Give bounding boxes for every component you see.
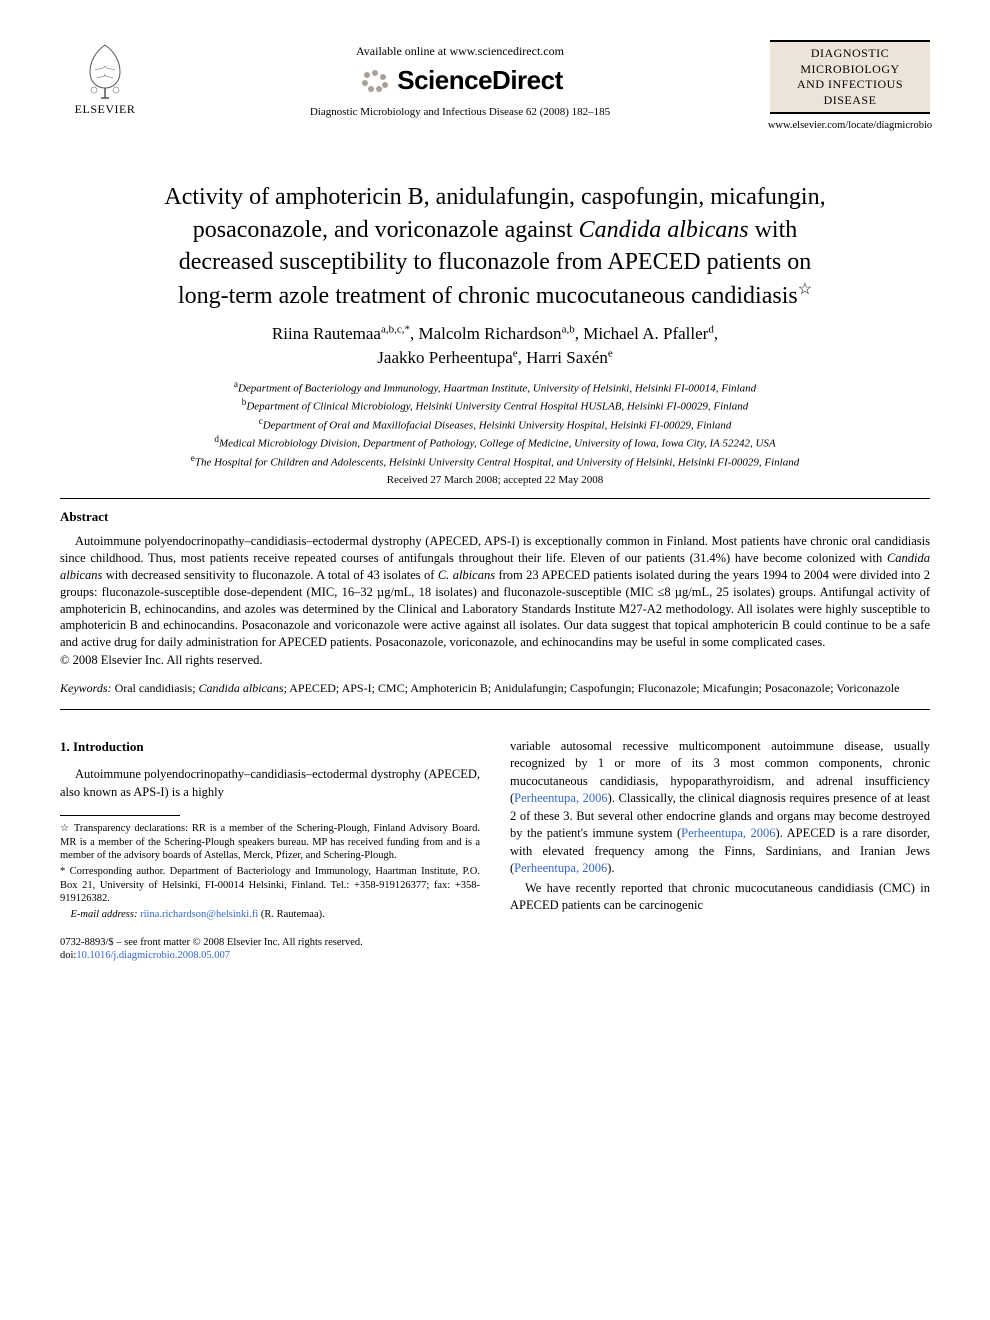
article-dates: Received 27 March 2008; accepted 22 May … [60, 474, 930, 486]
available-online-text: Available online at www.sciencedirect.co… [356, 44, 564, 59]
footnote-corresponding-text: Corresponding author. Department of Bact… [60, 866, 480, 904]
abstract-heading: Abstract [60, 509, 930, 525]
aff-a: Department of Bacteriology and Immunolog… [238, 382, 756, 394]
author-list: Riina Rautemaaa,b,c,*, Malcolm Richardso… [60, 322, 930, 370]
journal-block: DIAGNOSTIC MICROBIOLOGY AND INFECTIOUS D… [770, 40, 930, 131]
intro-para-right-1: variable autosomal recessive multicompon… [510, 738, 930, 878]
keywords-post: ; APECED; APS-I; CMC; Amphotericin B; An… [284, 681, 900, 695]
author-3-sup: d [708, 323, 714, 335]
footnote-star-icon: ☆ [60, 823, 70, 834]
email-link[interactable]: riina.richardson@helsinki.fi [140, 909, 258, 920]
footnote-transparency: ☆ Transparency declarations: RR is a mem… [60, 822, 480, 863]
author-1-sup: a,b,c,* [381, 323, 410, 335]
page-header: ELSEVIER Available online at www.science… [60, 40, 930, 131]
title-line-2-pre: posaconazole, and voriconazole against [193, 217, 579, 243]
title-line-2-italic: Candida albicans [579, 217, 749, 243]
title-line-2-post: with [749, 217, 798, 243]
aff-b: Department of Clinical Microbiology, Hel… [246, 401, 748, 413]
citation-line: Diagnostic Microbiology and Infectious D… [310, 106, 610, 118]
left-column: 1. Introduction Autoimmune polyendocrino… [60, 738, 480, 963]
ref-link-2[interactable]: Perheentupa, 2006 [681, 826, 775, 840]
doi-label: doi: [60, 950, 76, 961]
author-4-sup: e [513, 347, 518, 359]
abstract-ital-2: C. albicans [438, 568, 495, 582]
email-label: E-mail address: [71, 909, 138, 920]
journal-line-3: AND INFECTIOUS [776, 77, 924, 93]
keywords-pre: Oral candidiasis; [112, 681, 199, 695]
author-4: Jaakko Perheentupa [377, 348, 512, 367]
title-line-1: Activity of amphotericin B, anidulafungi… [164, 184, 825, 210]
affiliations: aDepartment of Bacteriology and Immunolo… [60, 378, 930, 471]
rule-below-keywords [60, 709, 930, 710]
author-1: Riina Rautemaa [272, 324, 381, 343]
title-line-3: decreased susceptibility to fluconazole … [179, 249, 812, 275]
footnote-email: E-mail address: riina.richardson@helsink… [60, 908, 480, 922]
author-3: Michael A. Pfaller [583, 324, 708, 343]
elsevier-logo-block: ELSEVIER [60, 40, 150, 117]
footer-copyright: 0732-8893/$ – see front matter © 2008 El… [60, 936, 480, 950]
footnote-corresponding: * Corresponding author. Department of Ba… [60, 865, 480, 906]
sciencedirect-logo: ScienceDirect [357, 65, 562, 96]
ref-link-1[interactable]: Perheentupa, 2006 [514, 791, 608, 805]
footnote-transparency-text: Transparency declarations: RR is a membe… [60, 823, 480, 861]
right-column: variable autosomal recessive multicompon… [510, 738, 930, 963]
aff-c: Department of Oral and Maxillofacial Dis… [263, 419, 732, 431]
abstract-body: Autoimmune polyendocrinopathy–candidiasi… [60, 533, 930, 651]
keywords: Keywords: Oral candidiasis; Candida albi… [60, 680, 930, 697]
keywords-label: Keywords: [60, 681, 112, 695]
aff-d: Medical Microbiology Division, Departmen… [219, 438, 776, 450]
journal-line-4: DISEASE [776, 93, 924, 109]
title-star: ☆ [798, 281, 812, 298]
author-5-sup: e [608, 347, 613, 359]
journal-line-2: MICROBIOLOGY [776, 62, 924, 78]
abstract-text-b: with decreased sensitivity to fluconazol… [102, 568, 437, 582]
elsevier-tree-icon [75, 40, 135, 100]
author-2-sup: a,b [562, 323, 575, 335]
right-p1-d: ). [607, 861, 614, 875]
abstract-copyright: © 2008 Elsevier Inc. All rights reserved… [60, 653, 930, 668]
aff-e: The Hospital for Children and Adolescent… [195, 456, 799, 468]
journal-line-1: DIAGNOSTIC [776, 46, 924, 62]
section-1-heading: 1. Introduction [60, 738, 480, 756]
sciencedirect-text: ScienceDirect [397, 65, 562, 96]
body-columns: 1. Introduction Autoimmune polyendocrino… [60, 738, 930, 963]
keywords-ital: Candida albicans [199, 681, 284, 695]
title-line-4: long-term azole treatment of chronic muc… [178, 283, 798, 309]
elsevier-label: ELSEVIER [75, 102, 136, 117]
author-5: Harri Saxén [526, 348, 608, 367]
sciencedirect-icon [357, 67, 391, 95]
footer-block: 0732-8893/$ – see front matter © 2008 El… [60, 936, 480, 963]
journal-title-box: DIAGNOSTIC MICROBIOLOGY AND INFECTIOUS D… [770, 40, 930, 114]
journal-url: www.elsevier.com/locate/diagmicrobio [768, 120, 932, 131]
author-2: Malcolm Richardson [419, 324, 562, 343]
article-title: Activity of amphotericin B, anidulafungi… [60, 181, 930, 312]
rule-above-abstract [60, 498, 930, 499]
center-header: Available online at www.sciencedirect.co… [150, 40, 770, 118]
footnote-separator [60, 815, 180, 816]
intro-para-right-2: We have recently reported that chronic m… [510, 880, 930, 915]
intro-para-left: Autoimmune polyendocrinopathy–candidiasi… [60, 766, 480, 801]
abstract-text-a: Autoimmune polyendocrinopathy–candidiasi… [60, 534, 930, 565]
doi-link[interactable]: 10.1016/j.diagmicrobio.2008.05.007 [76, 950, 230, 961]
ref-link-3[interactable]: Perheentupa, 2006 [514, 861, 607, 875]
footnote-asterisk-icon: * [60, 866, 70, 877]
email-tail: (R. Rautemaa). [258, 909, 324, 920]
